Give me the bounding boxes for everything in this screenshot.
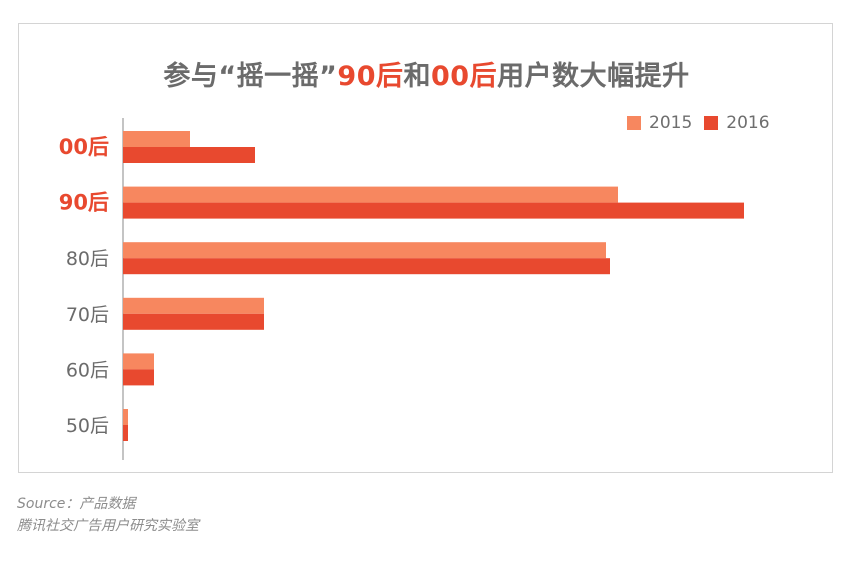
legend-label-2016: 2016 [726, 113, 770, 133]
legend-item-2016: 2016 [704, 113, 770, 133]
chart-legend: 2015 2016 [627, 113, 782, 133]
chart-title-part-3: 00后 [431, 61, 498, 92]
category-label-60后: 60后 [66, 359, 109, 381]
bar-80后-2016 [123, 258, 610, 275]
legend-label-2015: 2015 [649, 113, 693, 133]
bars-layer [123, 131, 744, 441]
chart-title-part-0: 参与“摇一摇” [163, 61, 338, 92]
bar-60后-2015 [123, 353, 154, 370]
chart-title: 参与“摇一摇”90后和00后用户数大幅提升 [19, 54, 834, 93]
bar-00后-2015 [123, 131, 190, 147]
source-note: Source：产品数据 腾讯社交广告用户研究实验室 [17, 493, 199, 537]
bar-90后-2016 [123, 202, 744, 219]
chart-title-part-1: 90后 [337, 61, 404, 92]
bar-00后-2016 [123, 147, 255, 163]
bar-70后-2015 [123, 297, 264, 314]
category-label-00后: 00后 [59, 135, 109, 159]
chart-frame: 参与“摇一摇”90后和00后用户数大幅提升 2015 2016 00后 90后 80后… [18, 23, 833, 473]
category-labels: 00后 90后 80后 70后 60后 50后 [59, 135, 109, 437]
category-label-70后: 70后 [66, 304, 109, 326]
bar-70后-2016 [123, 313, 264, 330]
bar-60后-2016 [123, 369, 154, 386]
bar-50后-2015 [123, 409, 128, 425]
source-line-1: Source：产品数据 [17, 496, 136, 512]
category-label-80后: 80后 [66, 248, 109, 270]
category-label-50后: 50后 [66, 415, 109, 437]
bar-80后-2015 [123, 242, 606, 259]
legend-swatch-2015 [627, 116, 641, 130]
category-label-90后: 90后 [59, 191, 109, 215]
bar-chart-plot: 00后 90后 80后 70后 60后 50后 [59, 118, 744, 460]
chart-title-part-4: 用户数大幅提升 [497, 61, 690, 92]
legend-swatch-2016 [704, 116, 719, 130]
chart-title-part-2: 和 [403, 61, 431, 92]
bar-90后-2015 [123, 186, 618, 203]
legend-item-2015: 2015 [627, 113, 692, 133]
bar-50后-2016 [123, 425, 128, 441]
source-line-2: 腾讯社交广告用户研究实验室 [17, 518, 199, 534]
